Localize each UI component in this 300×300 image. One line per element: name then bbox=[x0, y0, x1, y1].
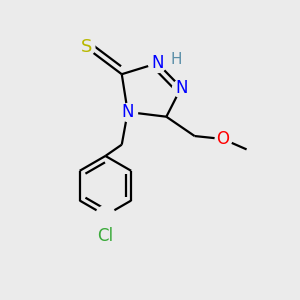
Text: O: O bbox=[216, 130, 229, 148]
Text: N: N bbox=[151, 54, 164, 72]
Text: S: S bbox=[80, 38, 92, 56]
Text: N: N bbox=[175, 79, 188, 97]
Text: N: N bbox=[122, 103, 134, 121]
Text: H: H bbox=[171, 52, 182, 67]
Text: Cl: Cl bbox=[98, 227, 113, 245]
